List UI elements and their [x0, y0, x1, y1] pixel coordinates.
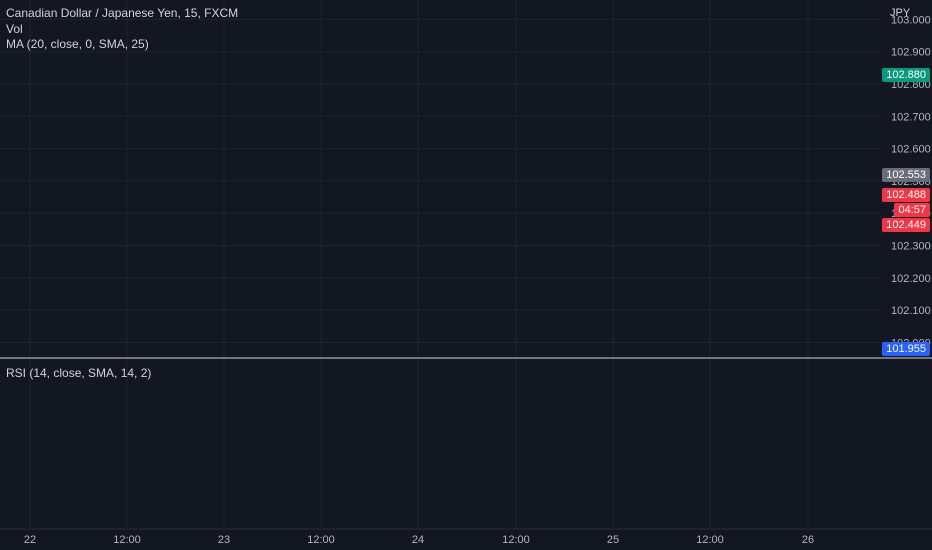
y-tick-label: 102.700 — [891, 111, 931, 123]
ma-legend: MA (20, close, 0, SMA, 25) — [6, 37, 149, 51]
y-tick-label: 102.800 — [891, 79, 931, 91]
chart-title: Canadian Dollar / Japanese Yen, 15, FXCM — [6, 6, 239, 20]
y-tick-label: 102.300 — [891, 241, 931, 253]
current-price-tag: 102.553 — [882, 168, 930, 182]
x-tick-label: 12:00 — [696, 534, 724, 546]
x-tick-label: 12:00 — [307, 534, 335, 546]
x-tick-label: 26 — [802, 534, 814, 546]
ask-price-tag: 102.488 — [882, 188, 930, 202]
x-tick-label: 24 — [412, 534, 424, 546]
y-tick-label: 102.600 — [891, 144, 931, 156]
x-tick-label: 25 — [607, 534, 619, 546]
target-price-tag: 102.880 — [882, 68, 930, 82]
x-tick-label: 22 — [24, 534, 36, 546]
y-tick-label: 102.100 — [891, 305, 931, 317]
bid-price-tag: 102.449 — [882, 218, 930, 232]
x-tick-label: 23 — [218, 534, 230, 546]
currency-label: JPY — [890, 7, 911, 19]
volume-legend: Vol — [6, 22, 23, 36]
y-tick-label: 103.000 — [891, 14, 931, 26]
y-tick-label: 102.900 — [891, 47, 931, 59]
rsi-legend: RSI (14, close, SMA, 14, 2) — [6, 366, 152, 380]
x-tick-label: 12:00 — [113, 534, 141, 546]
x-tick-label: 12:00 — [502, 534, 530, 546]
y-tick-label: 102.200 — [891, 273, 931, 285]
countdown-tag: 04:57 — [894, 203, 930, 217]
low-price-tag: 101.955 — [882, 342, 930, 356]
